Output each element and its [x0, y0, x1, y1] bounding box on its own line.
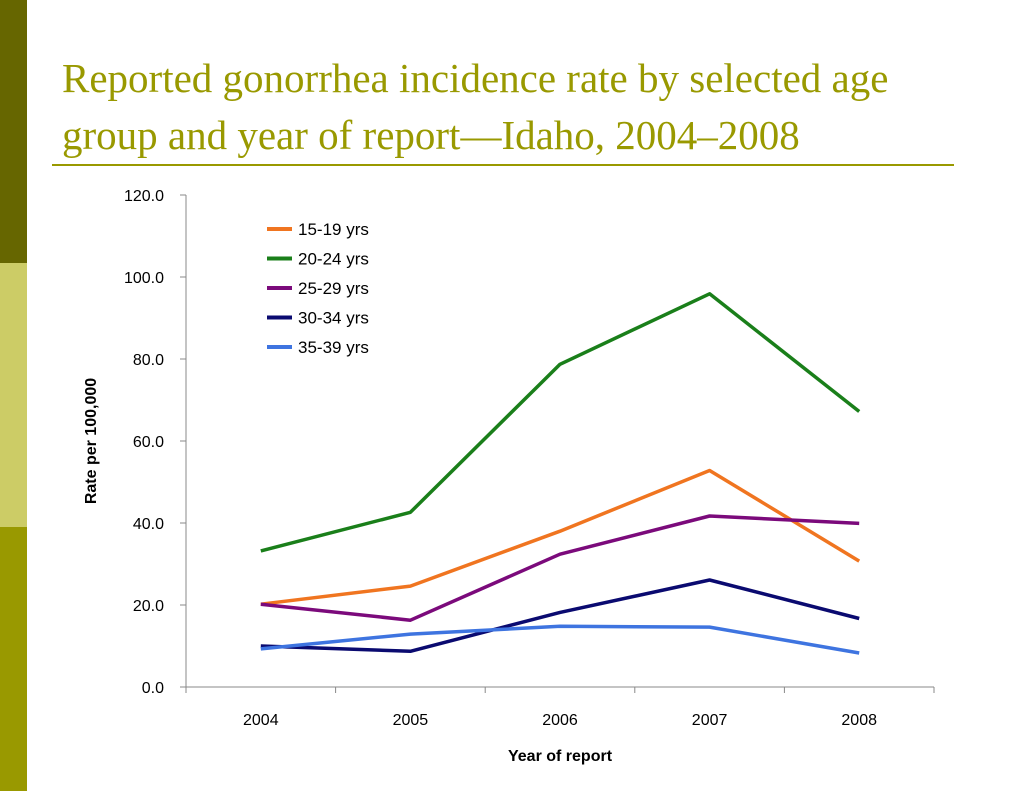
series-line-20-24-yrs: [260, 292, 861, 553]
legend-label: 15-19 yrs: [298, 220, 369, 239]
chart-series-lines: [260, 292, 861, 655]
x-tick-label: 2007: [692, 712, 728, 729]
legend-label: 25-29 yrs: [298, 279, 369, 298]
chart-legend: 15-19 yrs 20-24 yrs 25-29 yrs 30-34 yrs 35-3…: [267, 220, 369, 357]
legend-label: 35-39 yrs: [298, 338, 369, 357]
slide-title: Reported gonorrhea incidence rate by sel…: [62, 55, 889, 158]
x-tick-label: 2008: [841, 712, 877, 729]
x-tick-label: 2006: [542, 712, 578, 729]
x-tick-label: 2005: [393, 712, 429, 729]
y-axis-label: Rate per 100,000: [83, 378, 100, 504]
y-tick-label: 60.0: [133, 434, 164, 451]
legend-label: 30-34 yrs: [298, 309, 369, 328]
title-underline: [52, 164, 954, 166]
series-line-30-34-yrs: [260, 578, 860, 654]
y-tick-label: 0.0: [142, 680, 164, 697]
chart-axes: 0.0 20.0 40.0 60.0 80.0 100.0 120.0 2004 2005 200…: [124, 188, 935, 729]
legend-label: 20-24 yrs: [298, 250, 369, 269]
side-bar-olive: [0, 527, 27, 791]
x-axis-label: Year of report: [508, 748, 613, 765]
y-tick-label: 100.0: [124, 270, 164, 287]
side-bar-light: [0, 263, 27, 527]
series-line-15-19-yrs: [260, 468, 861, 606]
side-bar-dark: [0, 0, 27, 263]
y-tick-label: 80.0: [133, 352, 164, 369]
y-tick-label: 20.0: [133, 598, 164, 615]
x-tick-label: 2004: [243, 712, 279, 729]
series-line-25-29-yrs: [260, 514, 860, 622]
y-tick-label: 40.0: [133, 516, 164, 533]
y-tick-label: 120.0: [124, 188, 164, 205]
series-line-35-39-yrs: [260, 624, 860, 655]
